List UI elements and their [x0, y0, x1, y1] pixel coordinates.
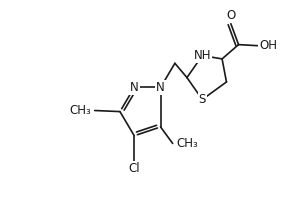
Text: O: O — [226, 9, 236, 22]
Text: OH: OH — [259, 39, 278, 52]
Text: S: S — [199, 93, 206, 106]
Text: N: N — [130, 81, 139, 94]
Text: N: N — [156, 81, 165, 94]
Text: CH₃: CH₃ — [70, 104, 91, 117]
Text: NH: NH — [193, 49, 211, 62]
Text: Cl: Cl — [128, 162, 140, 175]
Text: CH₃: CH₃ — [176, 137, 198, 150]
